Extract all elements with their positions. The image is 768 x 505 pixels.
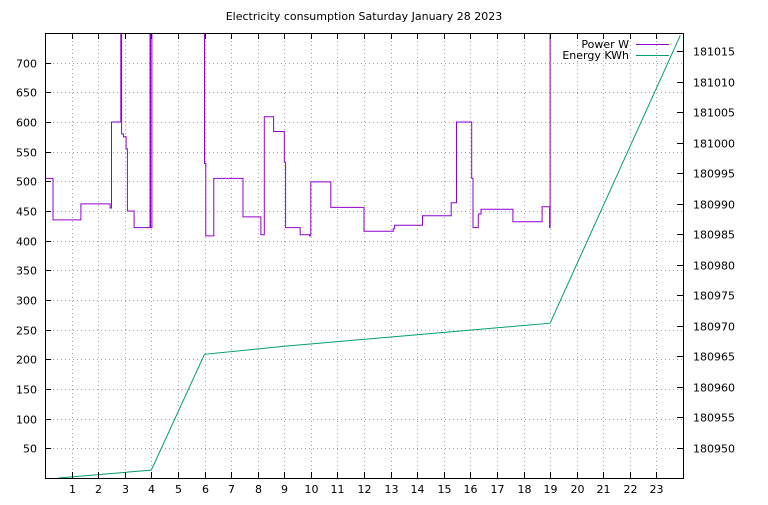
y-left-tick-label: 700 [16,58,37,71]
x-tick-label: 9 [281,483,288,496]
y-right-tick-label: 180975 [693,290,735,303]
legend-label-energy: Energy KWh [562,49,629,62]
x-tick-label: 1 [69,483,76,496]
x-tick-label: 12 [358,483,372,496]
y-right-tick-label: 180965 [693,351,735,364]
x-tick-label: 21 [597,483,611,496]
y-right-tick-label: 180970 [693,321,735,334]
y-right-tick-label: 180995 [693,168,735,181]
x-tick-label: 4 [148,483,155,496]
y-right-tick-label: 180960 [693,382,735,395]
y-left-tick-label: 350 [16,265,37,278]
x-tick-label: 23 [650,483,664,496]
y-right-tick-label: 180955 [693,412,735,425]
x-tick-label: 22 [624,483,638,496]
legend-label-power: Power W [581,38,629,51]
y-left-tick-label: 500 [16,176,37,189]
y-left-tick-label: 650 [16,87,37,100]
series-line-energy [58,35,681,478]
y-right-tick-label: 181000 [693,138,735,151]
x-tick-label: 7 [228,483,235,496]
series-line-power [45,33,551,237]
x-tick-label: 10 [305,483,319,496]
x-tick-label: 15 [438,483,452,496]
y-left-tick-label: 200 [16,354,37,367]
x-tick-label: 11 [331,483,345,496]
y-left-tick-label: 150 [16,384,37,397]
x-tick-label: 19 [544,483,558,496]
y-left-tick-label: 600 [16,117,37,130]
ticks-layer: 1 2 3 4 5 6 7 8 9 10 11 12 13 14 15 16 17 18 19 20 21 22 23501… [16,33,735,496]
x-tick-label: 17 [491,483,505,496]
y-right-tick-label: 180950 [693,443,735,456]
y-left-tick-label: 400 [16,236,37,249]
y-right-tick-label: 180985 [693,229,735,242]
y-right-tick-label: 181010 [693,77,735,90]
x-tick-label: 20 [571,483,585,496]
legend: Power W Energy KWh [562,38,669,62]
x-tick-label: 6 [202,483,209,496]
y-left-tick-label: 250 [16,325,37,338]
x-tick-label: 5 [175,483,182,496]
y-left-tick-label: 550 [16,147,37,160]
y-right-tick-label: 180980 [693,260,735,273]
x-tick-label: 18 [518,483,532,496]
y-left-tick-label: 50 [23,443,37,456]
y-left-tick-label: 450 [16,206,37,219]
x-tick-label: 14 [411,483,425,496]
y-right-tick-label: 180990 [693,199,735,212]
x-tick-label: 16 [464,483,478,496]
series-layer [45,33,681,478]
y-left-tick-label: 100 [16,414,37,427]
x-tick-label: 3 [122,483,129,496]
y-left-tick-label: 300 [16,295,37,308]
chart-title: Electricity consumption Saturday January… [226,10,503,23]
y-right-tick-label: 181005 [693,107,735,120]
x-tick-label: 2 [95,483,102,496]
x-tick-label: 8 [255,483,262,496]
y-right-tick-label: 181015 [693,46,735,59]
x-tick-label: 13 [385,483,399,496]
